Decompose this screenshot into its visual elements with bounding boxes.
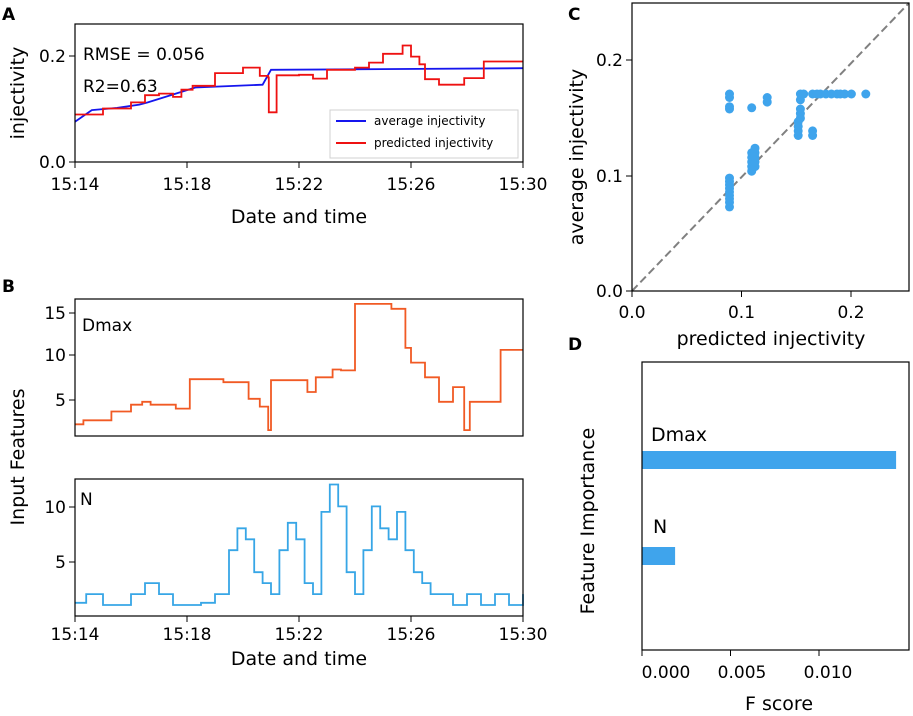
- panel-b-dmax-ytick-label-2: 15: [44, 304, 66, 324]
- panel-a-legend: average injectivity predicted injectivit…: [329, 109, 519, 159]
- panel-b-n-xtick-label-2: 15:22: [275, 625, 324, 645]
- panel-a-ticks: [69, 55, 524, 168]
- panel-a-ytick-label-0: 0.0: [39, 153, 66, 173]
- panel-b-dmax-line: [75, 303, 523, 431]
- panel-a-rmse-annotation: RMSE = 0.056: [83, 45, 205, 65]
- panel-d-xtick-label-0: 0.000: [642, 663, 691, 683]
- panel-d-letter: D: [568, 335, 582, 355]
- panel-c-point: [840, 89, 850, 99]
- panel-b-dmax-frame: [74, 298, 524, 437]
- panel-c-xtick-label-1: 0.1: [728, 303, 755, 323]
- panel-b-dmax-ytick-label-0: 5: [55, 391, 66, 411]
- panel-b-n-ytick-label-1: 10: [44, 498, 66, 518]
- panel-c-ytick-label-2: 0.2: [596, 51, 623, 71]
- panel-c-point: [725, 102, 734, 112]
- panel-b-n-series-group: [75, 483, 524, 606]
- panel-b-n-xtick-label-1: 15:18: [163, 625, 212, 645]
- panel-b-ylabel: Input Features: [7, 389, 29, 526]
- panel-b-dmax-inset-label: Dmax: [82, 316, 132, 336]
- panel-a-ytick-label-1: 0.2: [39, 47, 66, 67]
- panel-c-point: [747, 103, 757, 113]
- panel-b-n: 5 10 15:14 15:18 15:22 15:26 15:30 Date …: [7, 389, 548, 670]
- panel-d-category-label-dmax: Dmax: [651, 424, 707, 446]
- panel-c-point: [846, 89, 856, 99]
- panel-d: D 0.000 0.005 0.010 F score Feature Impo…: [568, 335, 910, 715]
- panel-d-bars-group: [642, 451, 897, 565]
- panel-c-letter: C: [568, 5, 580, 25]
- panel-c-point: [762, 93, 772, 102]
- panel-d-xtick-label-2: 0.010: [804, 663, 853, 683]
- panel-c-xlabel: predicted injectivity: [677, 328, 866, 350]
- panel-b-dmax-ytick-label-1: 10: [44, 346, 66, 366]
- panel-c-diagonal-line: [631, 2, 910, 292]
- panel-d-xtick-label-1: 0.005: [718, 663, 767, 683]
- panel-c-point: [799, 89, 809, 99]
- panel-c-ytick-label-0: 0.0: [596, 282, 623, 302]
- panel-d-xlabel: F score: [745, 693, 813, 715]
- panel-a-letter: A: [2, 5, 16, 25]
- panel-b-dmax: B 5 10 15 Dmax: [2, 277, 524, 437]
- panel-c-point: [725, 173, 734, 183]
- panel-b-n-line: [75, 483, 524, 606]
- panel-a-predicted-injectivity-line: [75, 44, 523, 116]
- panel-b-n-inset-label: N: [80, 490, 93, 510]
- panel-c-point: [861, 89, 871, 99]
- panel-c-points-group: [725, 89, 871, 212]
- panel-b-letter: B: [2, 277, 15, 297]
- panel-a-r2-annotation: R2=0.63: [83, 77, 158, 97]
- panel-a-xtick-label-1: 15:18: [163, 175, 212, 195]
- panel-c-point: [725, 89, 734, 99]
- panel-a-legend-label-average: average injectivity: [374, 114, 485, 128]
- panel-c-ylabel: average injectivity: [566, 69, 588, 246]
- panel-a-series-group: [74, 44, 524, 123]
- panel-d-bar-dmax: [642, 451, 897, 469]
- panel-a-legend-box: [329, 109, 519, 159]
- panel-a-legend-label-predicted: predicted injectivity: [374, 136, 493, 150]
- panel-c-frame: [631, 2, 910, 292]
- panel-d-ylabel: Feature Importance: [577, 428, 599, 615]
- panel-b-n-xtick-label-4: 15:30: [499, 625, 548, 645]
- panel-b-n-xtick-label-0: 15:14: [51, 625, 100, 645]
- panel-b-dmax-series-group: [75, 303, 523, 431]
- panel-a: A 15:14 15:18 15:22 15:26 15:30 0.0 0.2 …: [2, 5, 548, 228]
- panel-b-n-frame: [74, 478, 524, 617]
- panel-c-xtick-label-2: 0.2: [837, 303, 864, 323]
- panel-c-point: [808, 126, 818, 136]
- panel-c-point: [750, 143, 760, 153]
- panel-a-xtick-label-3: 15:26: [387, 175, 436, 195]
- panel-d-bar-n: [642, 547, 676, 565]
- panel-c-point: [795, 104, 805, 114]
- panel-c-xtick-label-0: 0.0: [618, 303, 645, 323]
- panel-a-xtick-label-2: 15:22: [275, 175, 324, 195]
- panel-c-point: [812, 89, 822, 99]
- panel-d-frame: [641, 361, 910, 651]
- panel-b-xlabel: Date and time: [231, 648, 367, 670]
- panel-c-ytick-label-1: 0.1: [596, 167, 623, 187]
- panel-a-xtick-label-0: 15:14: [51, 175, 100, 195]
- panel-a-ylabel: injectivity: [7, 47, 29, 140]
- panel-c: C 0.0 0.1 0.2 0.0 0.1 0.2 predicted inje…: [566, 2, 910, 350]
- panel-b-n-ytick-label-0: 5: [55, 553, 66, 573]
- panel-b-n-xtick-label-3: 15:26: [387, 625, 436, 645]
- panel-a-xlabel: Date and time: [231, 206, 367, 228]
- panel-d-category-label-n: N: [653, 516, 667, 538]
- panel-a-xtick-label-4: 15:30: [499, 175, 548, 195]
